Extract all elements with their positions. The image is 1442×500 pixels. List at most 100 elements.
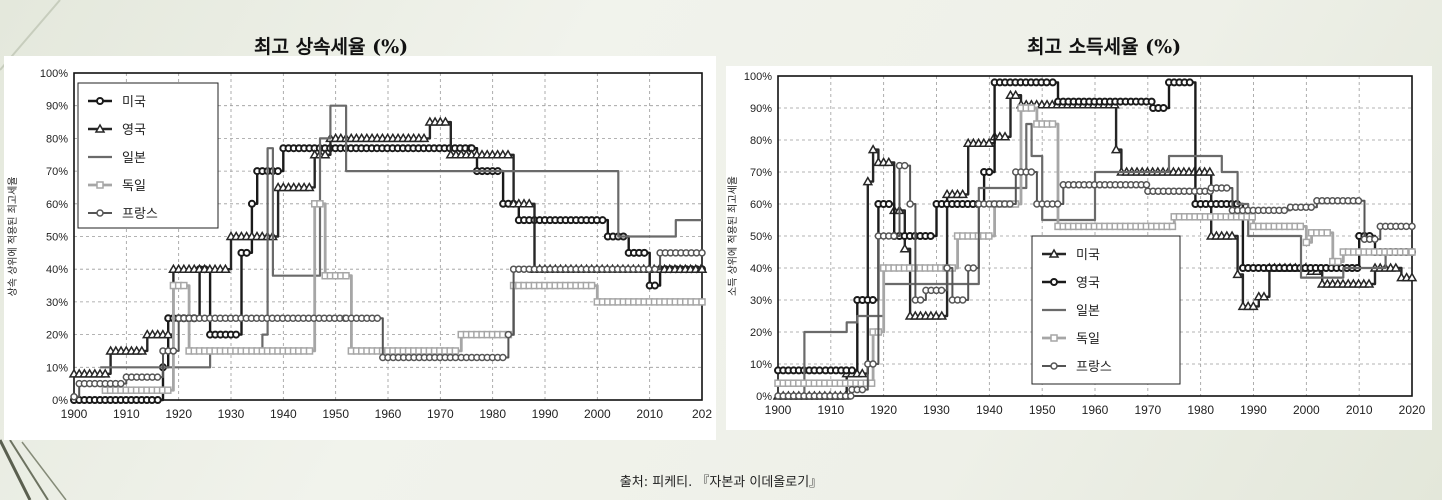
data-point: [1232, 268, 1243, 279]
y-tick-label: 50%: [46, 232, 68, 244]
x-tick-label: 1910: [817, 403, 844, 417]
data-point: [523, 198, 535, 208]
legend-label: 미국: [1076, 248, 1100, 263]
y-axis-label: 소득 상위에 적용된 최고세율: [726, 176, 739, 296]
data-point: [847, 392, 855, 400]
y-tick-label: 50%: [750, 231, 772, 243]
data-point: [247, 199, 256, 208]
data-point: [1408, 222, 1416, 231]
data-point: [1048, 120, 1057, 128]
x-tick-label: 1980: [1187, 403, 1214, 417]
series-일본: [100, 104, 702, 369]
chart-title-income: 최고 소득세율 (%): [1027, 36, 1182, 58]
legend-label: 프랑스: [1076, 360, 1112, 375]
data-point: [136, 345, 148, 355]
source-caption: 출처: 피케티. 『자본과 이데올로기』: [619, 475, 823, 490]
legend-marker: [94, 123, 106, 133]
data-point: [1302, 238, 1311, 247]
data-point: [499, 353, 507, 362]
x-tick-label: 1930: [218, 407, 245, 421]
data-point: [1334, 257, 1342, 266]
data-point: [1006, 200, 1014, 208]
legend-marker: [96, 97, 104, 105]
data-point: [504, 330, 513, 339]
series-독일: [774, 104, 1416, 387]
data-point: [983, 137, 995, 147]
data-point: [1371, 235, 1379, 243]
legend-label: 일본: [122, 151, 146, 166]
data-point: [1110, 144, 1122, 154]
data-point: [692, 298, 700, 306]
data-point: [926, 232, 935, 240]
data-point: [899, 243, 911, 253]
data-point: [373, 314, 382, 322]
series-독일: [101, 200, 706, 394]
x-tick-label: 2010: [636, 407, 663, 421]
data-point: [1204, 166, 1216, 176]
data-point: [943, 264, 951, 272]
data-point: [242, 248, 251, 257]
x-tick-label: 1940: [270, 407, 297, 421]
data-point: [153, 373, 162, 381]
data-point: [1248, 300, 1259, 311]
data-point: [316, 200, 324, 208]
data-point: [1147, 97, 1156, 106]
data-point: [304, 181, 315, 192]
data-point: [1010, 89, 1021, 99]
legend-marker: [1050, 362, 1058, 370]
data-point: [883, 156, 895, 167]
y-tick-label: 0%: [52, 395, 68, 407]
series-line: [105, 202, 702, 392]
y-tick-label: 20%: [750, 327, 772, 339]
data-point: [1042, 78, 1051, 87]
data-point: [1390, 262, 1402, 272]
x-tick-label: 2000: [584, 407, 611, 421]
data-point: [99, 368, 111, 378]
data-point: [869, 360, 877, 368]
data-point: [164, 386, 172, 394]
data-point: [936, 310, 948, 320]
data-point: [985, 168, 994, 176]
data-point: [273, 167, 282, 176]
y-tick-label: 30%: [750, 295, 772, 307]
data-point: [900, 161, 909, 170]
data-point: [70, 392, 78, 401]
y-tick-label: 100%: [744, 71, 772, 83]
data-point: [847, 366, 856, 375]
y-tick-label: 60%: [46, 199, 68, 211]
data-point: [645, 265, 653, 273]
data-point: [1408, 248, 1416, 256]
data-point: [858, 385, 867, 394]
income-tax-chart: 0% 10% 20% 30% 40% 50% 60% 70% 80% 90% 100% 1900 191…: [726, 66, 1432, 430]
x-tick-label: 1960: [1082, 403, 1109, 417]
y-tick-label: 10%: [750, 359, 772, 371]
series-프랑스: [774, 161, 1416, 400]
y-tick-label: 20%: [46, 330, 68, 342]
x-tick-label: 1980: [479, 407, 506, 421]
data-point: [451, 347, 460, 355]
legend-marker: [1048, 248, 1060, 258]
data-point: [117, 379, 125, 388]
y-tick-label: 60%: [750, 199, 772, 211]
y-tick-label: 30%: [46, 297, 68, 309]
data-point: [999, 131, 1011, 141]
y-tick-label: 10%: [46, 362, 68, 374]
data-point: [696, 263, 708, 273]
legend-marker: [96, 209, 104, 217]
y-tick-label: 0%: [756, 391, 772, 403]
x-tick-label: 1960: [375, 407, 402, 421]
x-tick-label: 2020: [1399, 403, 1426, 417]
y-tick-label: 90%: [46, 101, 68, 113]
data-point: [502, 149, 514, 159]
series-line: [100, 104, 702, 369]
data-point: [969, 264, 978, 272]
data-point: [698, 249, 706, 257]
data-point: [1027, 104, 1036, 112]
data-point: [305, 347, 314, 355]
data-point: [651, 265, 659, 273]
data-point: [232, 330, 241, 339]
y-tick-label: 40%: [750, 263, 772, 275]
data-point: [1307, 203, 1316, 211]
y-tick-label: 100%: [40, 68, 68, 80]
data-point: [153, 396, 162, 404]
